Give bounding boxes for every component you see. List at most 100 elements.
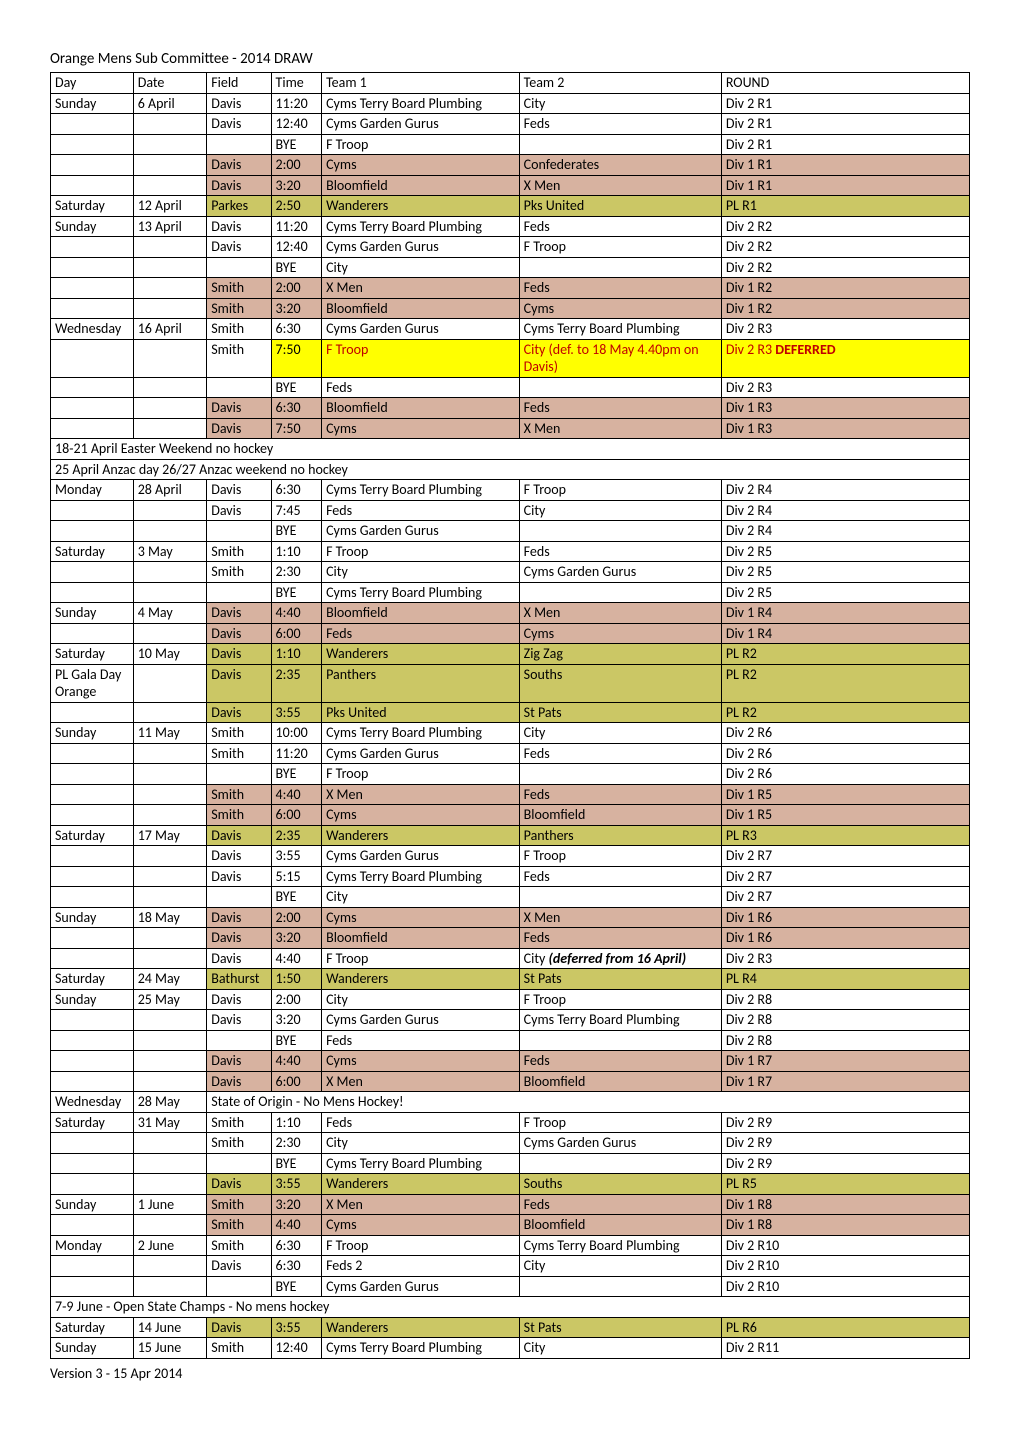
cell	[133, 805, 207, 826]
cell: Saturday	[51, 196, 134, 217]
cell: Wanderers	[322, 969, 520, 990]
cell	[51, 928, 134, 949]
cell: BYE	[271, 134, 322, 155]
cell: 2:30	[271, 1133, 322, 1154]
cell: BYE	[271, 887, 322, 908]
cell: 2:00	[271, 155, 322, 176]
table-row: Smith11:20Cyms Garden GurusFedsDiv 2 R6	[51, 743, 970, 764]
cell: 6:30	[271, 319, 322, 340]
cell: 3:55	[271, 846, 322, 867]
cell	[51, 1153, 134, 1174]
cell: Div 1 R2	[721, 298, 969, 319]
table-row: BYEFedsDiv 2 R3	[51, 377, 970, 398]
cell: Davis	[207, 1174, 271, 1195]
cell: X Men	[322, 784, 520, 805]
cell: Wanderers	[322, 825, 520, 846]
table-row: Saturday24 MayBathurst1:50WanderersSt Pa…	[51, 969, 970, 990]
cell: Bloomfield	[519, 805, 721, 826]
cell: Davis	[207, 175, 271, 196]
cell	[133, 278, 207, 299]
cell: Div 2 R6	[721, 743, 969, 764]
table-row: Davis4:40F TroopCity (deferred from 16 A…	[51, 948, 970, 969]
cell: Div 2 R1	[721, 93, 969, 114]
cell: 1:10	[271, 541, 322, 562]
col-date: Date	[133, 73, 207, 94]
cell	[133, 521, 207, 542]
cell	[51, 702, 134, 723]
cell: 12:40	[271, 237, 322, 258]
cell: 3:20	[271, 1010, 322, 1031]
cell: Div 1 R6	[721, 907, 969, 928]
cell	[519, 764, 721, 785]
cell	[51, 1174, 134, 1195]
cell: Cyms Garden Gurus	[322, 237, 520, 258]
cell	[133, 1133, 207, 1154]
cell: 28 April	[133, 480, 207, 501]
cell: Cyms Terry Board Plumbing	[322, 866, 520, 887]
cell: Cyms Terry Board Plumbing	[322, 216, 520, 237]
table-row: BYECyms Terry Board PlumbingDiv 2 R9	[51, 1153, 970, 1174]
cell: Div 1 R1	[721, 155, 969, 176]
table-row: Smith4:40X MenFedsDiv 1 R5	[51, 784, 970, 805]
cell: 6:30	[271, 398, 322, 419]
table-row-highlight: Smith7:50F TroopCity (def. to 18 May 4.4…	[51, 339, 970, 377]
cell	[133, 377, 207, 398]
cell: 13 April	[133, 216, 207, 237]
cell: Div 2 R3	[721, 377, 969, 398]
cell: Feds	[322, 1112, 520, 1133]
cell	[133, 743, 207, 764]
table-row: Smith2:30CityCyms Garden GurusDiv 2 R9	[51, 1133, 970, 1154]
cell: 7:50	[271, 339, 322, 377]
cell: City	[322, 1133, 520, 1154]
cell: F Troop	[519, 237, 721, 258]
cell: Davis	[207, 93, 271, 114]
table-row: Davis3:55WanderersSouthsPL R5	[51, 1174, 970, 1195]
cell: Bathurst	[207, 969, 271, 990]
cell: 11:20	[271, 216, 322, 237]
cell: 6 April	[133, 93, 207, 114]
table-row: Sunday25 MayDavis2:00CityF TroopDiv 2 R8	[51, 989, 970, 1010]
note-row: 7-9 June - Open State Champs - No mens h…	[51, 1297, 970, 1318]
col-team2: Team 2	[519, 73, 721, 94]
cell: 6:00	[271, 805, 322, 826]
cell: BYE	[271, 1030, 322, 1051]
cell: Zig Zag	[519, 644, 721, 665]
note-spacer	[721, 459, 969, 480]
col-time: Time	[271, 73, 322, 94]
cell: 11 May	[133, 723, 207, 744]
col-team1: Team 1	[322, 73, 520, 94]
cell: Feds	[322, 500, 520, 521]
cell: Saturday	[51, 644, 134, 665]
cell: Div 1 R7	[721, 1071, 969, 1092]
cell: 31 May	[133, 1112, 207, 1133]
cell: Div 2 R2	[721, 216, 969, 237]
cell	[51, 339, 134, 377]
cell: Davis	[207, 500, 271, 521]
cell: Div 1 R3	[721, 398, 969, 419]
cell	[207, 1276, 271, 1297]
cell: 3:55	[271, 1317, 322, 1338]
cell: Smith	[207, 1338, 271, 1359]
table-row: Davis7:45FedsCityDiv 2 R4	[51, 500, 970, 521]
table-row: Saturday14 JuneDavis3:55WanderersSt Pats…	[51, 1317, 970, 1338]
table-row: Davis3:55Cyms Garden GurusF TroopDiv 2 R…	[51, 846, 970, 867]
schedule-table: Day Date Field Time Team 1 Team 2 ROUND …	[50, 72, 970, 1359]
cell: Div 1 R3	[721, 418, 969, 439]
cell: Div 2 R3	[721, 948, 969, 969]
cell: Davis	[207, 1010, 271, 1031]
table-row: Davis6:00FedsCymsDiv 1 R4	[51, 623, 970, 644]
cell: Feds	[519, 216, 721, 237]
cell: Feds	[322, 623, 520, 644]
table-row: Saturday10 MayDavis1:10WanderersZig ZagP…	[51, 644, 970, 665]
table-row: Davis3:20BloomfieldX MenDiv 1 R1	[51, 175, 970, 196]
cell: 17 May	[133, 825, 207, 846]
table-row: Saturday31 MaySmith1:10FedsF TroopDiv 2 …	[51, 1112, 970, 1133]
cell: Smith	[207, 1235, 271, 1256]
cell: 18 May	[133, 907, 207, 928]
cell	[133, 1276, 207, 1297]
cell: 3:20	[271, 928, 322, 949]
cell: Div 2 R4	[721, 500, 969, 521]
table-row: Saturday12 AprilParkes2:50WanderersPks U…	[51, 196, 970, 217]
cell: Davis	[207, 1256, 271, 1277]
cell	[51, 764, 134, 785]
